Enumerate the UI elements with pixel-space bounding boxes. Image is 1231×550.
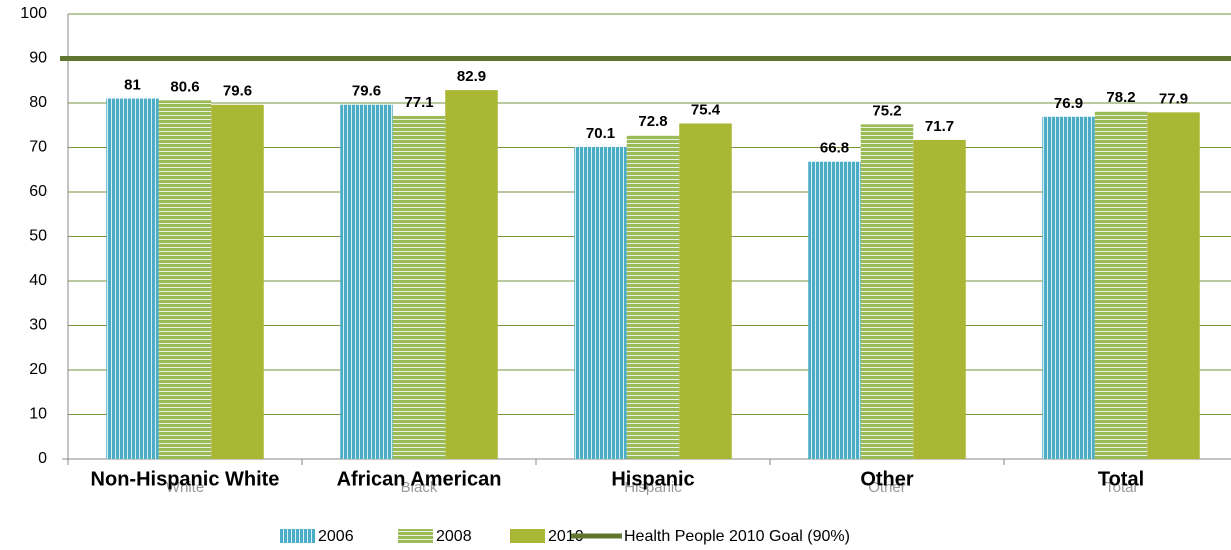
value-label: 81 bbox=[124, 77, 141, 94]
group-label: Non-Hispanic White bbox=[91, 468, 280, 490]
y-tick-label: 30 bbox=[29, 317, 47, 334]
value-label: 70.1 bbox=[586, 125, 615, 142]
bar bbox=[860, 124, 914, 460]
x-tick-label: Hispanic bbox=[624, 479, 682, 496]
legend-swatch bbox=[398, 529, 433, 543]
y-tick-label: 20 bbox=[29, 361, 47, 378]
y-tick-label: 100 bbox=[20, 5, 47, 22]
legend-swatch bbox=[280, 529, 315, 543]
bar bbox=[1147, 112, 1200, 459]
value-label: 72.8 bbox=[638, 113, 667, 130]
y-tick-label: 0 bbox=[38, 450, 47, 467]
value-label: 78.2 bbox=[1106, 89, 1135, 106]
legend-label: Health People 2010 Goal (90%) bbox=[624, 528, 850, 545]
bar bbox=[626, 135, 680, 460]
bar bbox=[808, 161, 861, 460]
x-tick-label: Other bbox=[868, 479, 906, 496]
x-tick-label: Total bbox=[1105, 479, 1137, 496]
bar bbox=[1042, 116, 1095, 460]
x-tick-label: Black bbox=[401, 479, 438, 496]
value-label: 77.1 bbox=[404, 94, 433, 111]
legend-label: 2006 bbox=[318, 528, 354, 545]
y-tick-label: 40 bbox=[29, 272, 47, 289]
bar bbox=[913, 139, 966, 459]
bar bbox=[445, 90, 498, 459]
y-tick-label: 60 bbox=[29, 183, 47, 200]
legend-swatch bbox=[510, 529, 545, 543]
value-label: 71.7 bbox=[925, 118, 954, 135]
value-label: 79.6 bbox=[223, 83, 252, 100]
group-label: Total bbox=[1098, 468, 1144, 490]
value-label: 66.8 bbox=[820, 140, 849, 157]
bar bbox=[158, 100, 212, 459]
value-label: 79.6 bbox=[352, 83, 381, 100]
bar bbox=[211, 104, 264, 459]
value-label: 76.9 bbox=[1054, 95, 1083, 112]
y-tick-label: 70 bbox=[29, 139, 47, 156]
value-label: 80.6 bbox=[170, 78, 199, 95]
y-tick-label: 50 bbox=[29, 228, 47, 245]
bar bbox=[340, 104, 393, 459]
group-label: Hispanic bbox=[611, 468, 694, 490]
bar bbox=[392, 115, 446, 459]
y-tick-label: 10 bbox=[29, 406, 47, 423]
value-label: 75.2 bbox=[872, 102, 901, 119]
value-label: 75.4 bbox=[691, 101, 721, 118]
legend-label: 2010 bbox=[548, 528, 584, 545]
group-label: African American bbox=[337, 468, 502, 490]
group-label: Other bbox=[860, 468, 914, 490]
bar bbox=[1094, 111, 1148, 459]
value-label: 82.9 bbox=[457, 68, 486, 85]
value-label: 77.9 bbox=[1159, 90, 1188, 107]
x-tick-label: White bbox=[166, 479, 204, 496]
y-tick-label: 90 bbox=[29, 50, 47, 67]
y-tick-label: 80 bbox=[29, 94, 47, 111]
bar bbox=[679, 123, 732, 459]
legend-label: 2008 bbox=[436, 528, 472, 545]
bar bbox=[106, 98, 159, 460]
bar bbox=[574, 147, 627, 459]
